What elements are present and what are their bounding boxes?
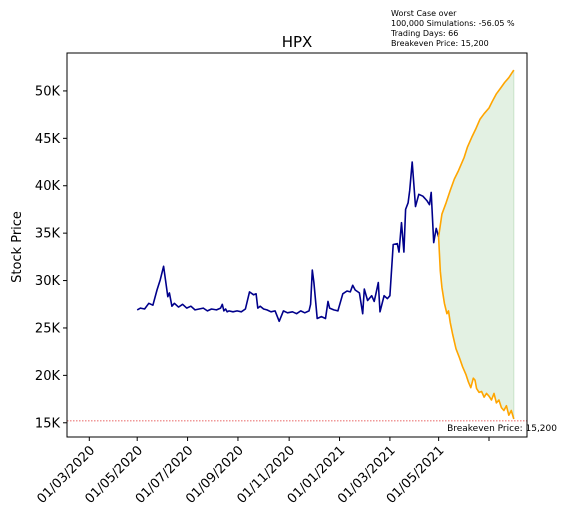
series-layer <box>136 69 515 420</box>
projection-band <box>438 70 514 419</box>
y-tick-label: 40K <box>35 179 61 194</box>
series-line-projection-upper <box>437 69 515 238</box>
y-tick-label: 25K <box>35 321 61 336</box>
x-axis: 01/03/202001/05/202001/07/202001/09/2020… <box>35 437 490 507</box>
annotation-simulations: 100,000 Simulations: -56.05 % <box>391 19 515 28</box>
chart-title: HPX <box>282 33 313 51</box>
y-axis-label: Stock Price <box>10 211 25 283</box>
y-tick-label: 50K <box>35 84 61 99</box>
series-line-projection-lower <box>437 236 515 420</box>
plot-frame <box>66 52 528 438</box>
series-line-history <box>136 161 440 323</box>
annotation-breakeven: Breakeven Price: 15,200 <box>391 39 489 48</box>
annotation-worst-case: Worst Case over <box>391 9 457 18</box>
projection-band-layer <box>438 70 515 419</box>
y-tick-label: 20K <box>35 369 61 384</box>
breakeven-layer: Breakeven Price: 15,200 <box>67 420 557 434</box>
y-tick-label: 35K <box>35 227 61 242</box>
annotation-trading-days: Trading Days: 66 <box>391 29 459 38</box>
y-tick-label: 45K <box>35 132 61 147</box>
y-tick-label: 15K <box>35 416 61 431</box>
y-axis: 15K 20K 25K 30K 35K 40K 45K 50K <box>35 84 67 431</box>
y-tick-label: 30K <box>35 274 61 289</box>
breakeven-label: Breakeven Price: 15,200 <box>447 424 557 434</box>
